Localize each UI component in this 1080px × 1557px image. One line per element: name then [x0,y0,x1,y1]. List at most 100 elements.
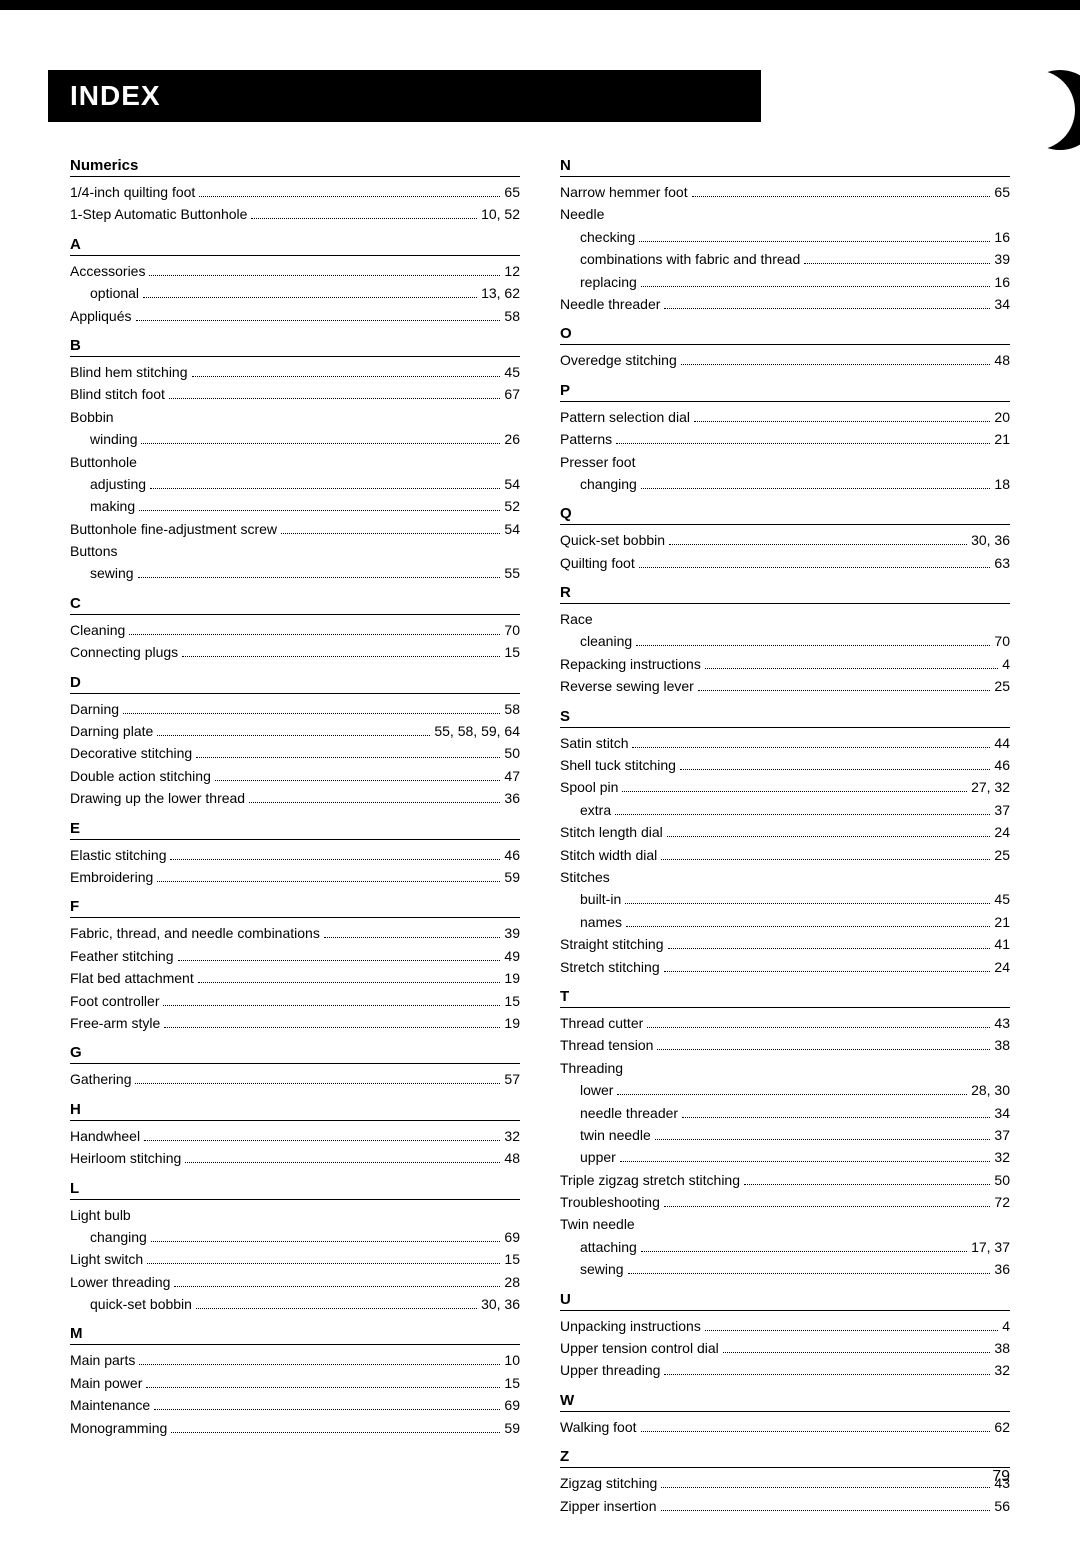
index-entry-page: 36 [504,787,520,809]
index-entry-label: Upper tension control dial [560,1337,719,1359]
index-entry-page: 39 [994,248,1010,270]
index-entry: Walking foot62 [560,1416,1010,1438]
index-entry: Zipper insertion56 [560,1495,1010,1517]
index-entry: Embroidering 59 [70,866,520,888]
index-entry-page: 46 [504,844,520,866]
leader-dots [123,713,500,714]
index-entry: Overedge stitching 48 [560,349,1010,371]
leader-dots [661,1510,991,1511]
index-entry-label: combinations with fabric and thread [580,248,800,270]
index-entry-page: 59 [504,866,520,888]
section-head: A [70,236,520,256]
index-entry-label: changing [90,1226,147,1248]
leader-dots [149,275,500,276]
index-entry-label: Shell tuck stitching [560,754,676,776]
section-head: W [560,1392,1010,1412]
index-entry: Decorative stitching50 [70,742,520,764]
leader-dots [639,567,991,568]
index-entry-page: 50 [504,742,520,764]
index-entry-page: 59 [504,1417,520,1439]
leader-dots [705,1330,998,1331]
index-entry-page: 46 [994,754,1010,776]
index-entry-page: 21 [994,428,1010,450]
leader-dots [141,443,500,444]
section-head: F [70,898,520,918]
index-entry-label: lower [580,1079,613,1101]
index-entry: Appliqués58 [70,305,520,327]
index-entry: Lower threading28 [70,1271,520,1293]
index-entry-label: winding [90,428,137,450]
leader-dots [617,1094,967,1095]
index-entry-page: 28, 30 [971,1079,1010,1101]
index-entry-page: 25 [994,844,1010,866]
leader-dots [664,971,991,972]
index-entry: attaching17, 37 [560,1236,1010,1258]
index-entry-page: 38 [994,1034,1010,1056]
section-head: H [70,1101,520,1121]
index-entry-label: replacing [580,271,637,293]
leader-dots [281,533,500,534]
index-entry-page: 13, 62 [481,282,520,304]
leader-dots [147,1263,500,1264]
leader-dots [661,859,990,860]
index-entry-page: 54 [504,518,520,540]
index-entry: Upper threading32 [560,1359,1010,1381]
index-entry-page: 15 [504,1372,520,1394]
index-entry: twin needle37 [560,1124,1010,1146]
index-entry-label: Quilting foot [560,552,635,574]
index-entry-nopage: Presser foot [560,451,1010,473]
index-entry-label: Unpacking instructions [560,1315,701,1337]
leader-dots [143,297,477,298]
index-entry-label: Accessories [70,260,145,282]
index-entry-page: 25 [994,675,1010,697]
index-entry: Satin stitch44 [560,732,1010,754]
index-entry-label: Elastic stitching [70,844,166,866]
index-entry-page: 17, 37 [971,1236,1010,1258]
leader-dots [157,735,430,736]
index-entry-nopage: Twin needle [560,1213,1010,1235]
index-entry-label: Darning [70,698,119,720]
index-entry: Pattern selection dial20 [560,406,1010,428]
index-entry-page: 55 [504,562,520,584]
leader-dots [199,196,500,197]
leader-dots [664,308,990,309]
index-entry-nopage: Threading [560,1057,1010,1079]
index-entry-label: Feather stitching [70,945,174,967]
leader-dots [170,859,500,860]
index-entry-label: making [90,495,135,517]
index-entry-label: Stretch stitching [560,956,660,978]
leader-dots [647,1027,990,1028]
leader-dots [620,1161,991,1162]
index-entry-nopage: Race [560,608,1010,630]
leader-dots [692,196,991,197]
index-entry-label: Troubleshooting [560,1191,660,1213]
leader-dots [616,443,990,444]
index-entry-label: Foot controller [70,990,159,1012]
section-head: D [70,674,520,694]
index-entry-page: 70 [504,619,520,641]
index-entry-page: 10, 52 [481,203,520,225]
index-entry-label: 1/4-inch quilting foot [70,181,195,203]
leader-dots [182,656,500,657]
index-entry-page: 50 [994,1169,1010,1191]
leader-dots [171,1432,500,1433]
index-entry-page: 47 [504,765,520,787]
index-entry-nopage: Bobbin [70,406,520,428]
index-entry-page: 48 [994,349,1010,371]
index-entry-label: Darning plate [70,720,153,742]
leader-dots [641,1251,967,1252]
index-entry-label: Thread cutter [560,1012,643,1034]
leader-dots [129,634,500,635]
section-head: M [70,1325,520,1345]
index-entry-label: Embroidering [70,866,153,888]
index-entry: Main power15 [70,1372,520,1394]
index-entry-label: Cleaning [70,619,125,641]
leader-dots [163,1005,500,1006]
index-entry-label: Buttonhole fine-adjustment screw [70,518,277,540]
leader-dots [196,757,500,758]
index-entry: Spool pin27, 32 [560,776,1010,798]
index-entry-page: 69 [504,1226,520,1248]
leader-dots [680,769,990,770]
index-entry-label: Overedge stitching [560,349,677,371]
index-entry-label: Monogramming [70,1417,167,1439]
